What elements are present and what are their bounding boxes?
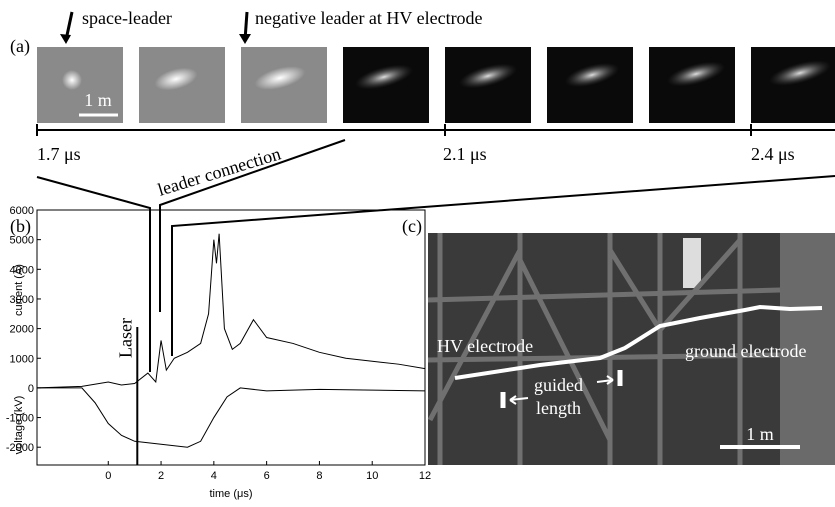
x-tick-label: 4 bbox=[211, 470, 217, 482]
discharge bbox=[666, 61, 726, 87]
y-tick-label: -2000 bbox=[6, 442, 34, 454]
annotation: ground electrode bbox=[685, 341, 806, 361]
x-tick-label: 12 bbox=[419, 470, 431, 482]
y-tick-label: -1000 bbox=[6, 413, 34, 425]
time-label: 2.1 μs bbox=[443, 144, 487, 164]
discharge bbox=[458, 63, 518, 89]
time-label: 1.7 μs bbox=[37, 144, 81, 164]
connection-label: leader connection bbox=[155, 143, 283, 199]
panel-label: (c) bbox=[402, 216, 422, 237]
y-tick-label: 6000 bbox=[10, 205, 34, 217]
arrow-head bbox=[239, 34, 251, 44]
discharge bbox=[768, 60, 832, 86]
arrow-head bbox=[60, 34, 71, 44]
panel-label: (b) bbox=[10, 216, 31, 237]
x-axis-title: time (μs) bbox=[209, 488, 252, 500]
y-tick-label: 3000 bbox=[10, 294, 34, 306]
scale-label: 1 m bbox=[84, 90, 112, 110]
series-line bbox=[36, 233, 426, 389]
plot-frame bbox=[36, 209, 426, 466]
y-tick-label: 5000 bbox=[10, 235, 34, 247]
annotation: guided bbox=[534, 375, 583, 395]
x-tick-label: 2 bbox=[158, 470, 164, 482]
y-axis-title: current (A) bbox=[13, 264, 25, 316]
series-line bbox=[37, 387, 426, 448]
y-tick-label: 0 bbox=[28, 383, 34, 395]
x-tick-label: 8 bbox=[316, 470, 322, 482]
discharge bbox=[564, 62, 620, 88]
discharge bbox=[154, 67, 198, 91]
discharge bbox=[254, 66, 306, 90]
zoom-lines bbox=[36, 139, 835, 372]
annotation: length bbox=[536, 398, 581, 418]
x-tick-label: 6 bbox=[264, 470, 270, 482]
x-tick-label: 10 bbox=[366, 470, 378, 482]
y-axis-title: voltage (kV) bbox=[13, 396, 25, 455]
x-tick-label: 0 bbox=[105, 470, 111, 482]
y-tick-label: 2000 bbox=[10, 324, 34, 336]
frame bbox=[751, 47, 835, 123]
photo bbox=[427, 233, 835, 465]
annotation: negative leader at HV electrode bbox=[255, 8, 483, 28]
time-label: 2.4 μs bbox=[751, 144, 795, 164]
panel-label: (a) bbox=[10, 36, 30, 57]
frame-strip bbox=[37, 47, 835, 123]
annotation: HV electrode bbox=[437, 336, 533, 356]
annotation: space-leader bbox=[82, 8, 172, 28]
discharge bbox=[354, 64, 414, 90]
y-tick-label: 1000 bbox=[10, 353, 34, 365]
chart: -2000 -1000 0 1000 2000 3000 4000 5000 6000 0 2 4 6 8… bbox=[6, 205, 431, 500]
discharge bbox=[62, 70, 82, 90]
scale-label: 1 m bbox=[746, 424, 774, 444]
laser-label: Laser bbox=[115, 318, 135, 358]
y-tick-label: 4000 bbox=[10, 264, 34, 276]
